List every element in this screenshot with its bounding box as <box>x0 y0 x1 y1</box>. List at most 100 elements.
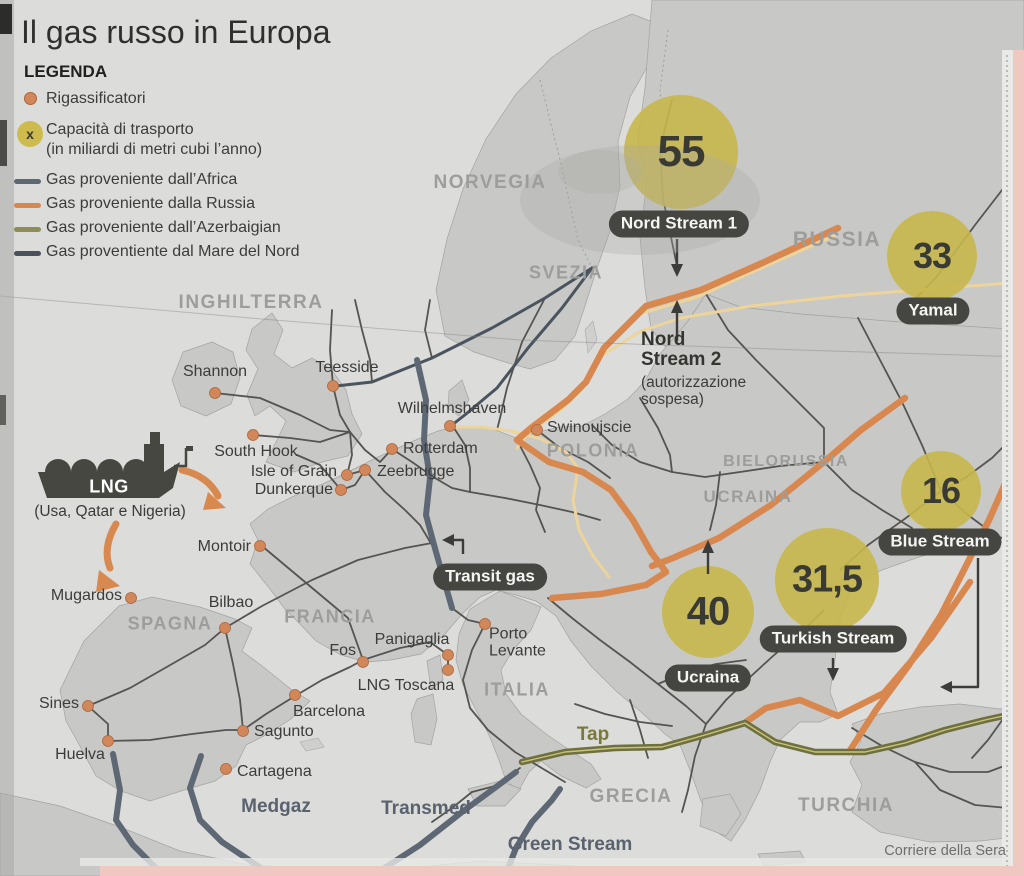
land-gotland <box>584 320 598 354</box>
terminal-label: Cartagena <box>237 763 312 780</box>
green-stream-line <box>502 786 563 876</box>
land-turkey <box>849 703 1024 843</box>
land-scandinavia <box>435 13 664 370</box>
terminal-label: Dunkerque <box>254 481 333 498</box>
pipeline-pill: Yamal <box>896 297 970 325</box>
flow-color-swatch-icon <box>14 227 41 232</box>
country-label: FRANCIA <box>284 606 376 627</box>
pale-branch-line <box>450 425 611 579</box>
pipeline-pill: Transit gas <box>433 563 547 591</box>
terminal-dot <box>102 735 114 747</box>
land-italy <box>455 590 602 791</box>
pipeline-pill: Blue Stream <box>878 528 1002 556</box>
nord-stream-2-note: (autorizzazione sospesa) <box>641 374 747 409</box>
terminal-label: Swinoujscie <box>547 419 632 436</box>
terminal-dot <box>237 725 249 737</box>
ukraine-transit-line <box>648 394 909 570</box>
capacity-circle <box>887 211 977 301</box>
terminal-label: Teesside <box>315 359 379 376</box>
pipeline-pill: Nord Stream 1 <box>608 210 750 238</box>
terminal-label: South Hook <box>214 443 298 460</box>
land-balearics <box>299 737 325 752</box>
terminal-dot <box>254 540 266 552</box>
transmed-line <box>369 769 519 876</box>
country-label: TURCHIA <box>798 795 894 816</box>
terminal-dot <box>125 592 137 604</box>
capacity-value: 31,5 <box>792 558 863 601</box>
flow-color-swatch-icon <box>14 179 41 184</box>
lng-origins-label: (Usa, Qatar e Nigeria) <box>34 503 186 520</box>
terminal-dot <box>386 443 398 455</box>
legend-flow-label: Gas proventiente dal Mare del Nord <box>46 243 300 260</box>
terminal-label: Sines <box>38 695 79 712</box>
land-uk <box>245 312 363 473</box>
pipeline-pill: Ucraina <box>664 664 752 692</box>
country-label: INGHILTERRA <box>178 292 324 313</box>
country-label: UCRAINA <box>703 487 793 506</box>
terminal-dot <box>219 622 231 634</box>
arrow-up-icon <box>671 300 683 313</box>
lng-ship-label: LNG <box>89 476 129 497</box>
terminal-dot <box>479 618 491 630</box>
capacity-circle-icon: x <box>17 121 43 147</box>
capacity-value: 16 <box>921 470 961 511</box>
terminal-label: Huelva <box>55 746 105 763</box>
medgaz-label: Medgaz <box>241 796 311 817</box>
tap-label: Tap <box>576 724 610 745</box>
terminal-label: Shannon <box>182 363 248 380</box>
country-label: RUSSIA <box>792 228 882 251</box>
land-ireland <box>171 341 241 417</box>
terminal-label: Fos <box>329 642 356 659</box>
terminal-dot <box>220 763 232 775</box>
terminal-dot <box>209 387 221 399</box>
capacity-value: 33 <box>912 235 952 276</box>
land-denmark <box>447 379 470 417</box>
capacity-circle <box>775 528 879 632</box>
arrow-left-icon <box>442 534 454 546</box>
country-label: POLONIA <box>546 440 640 461</box>
terminal-dot <box>247 429 259 441</box>
terminal-label: Rotterdam <box>403 440 478 457</box>
nord-stream-2-label: Nord Stream 2 <box>641 329 722 371</box>
turkish-stream-line <box>742 578 974 726</box>
arrow-down-icon <box>96 570 120 592</box>
lng-ship-icon <box>38 432 193 498</box>
terminal-dot <box>442 664 454 676</box>
transmed-label: Transmed <box>381 798 471 819</box>
terminal-label: Barcelona <box>292 703 366 720</box>
capacity-value: 40 <box>686 589 730 634</box>
north-sea-gas-line <box>334 266 594 388</box>
terminal-dot <box>82 700 94 712</box>
capacity-circle <box>662 566 754 658</box>
arrow-down-icon <box>671 264 683 277</box>
country-label: NORVEGIA <box>433 172 547 193</box>
capacity-circle <box>901 451 981 531</box>
country-label: GRECIA <box>589 786 673 807</box>
pipeline-pill: Turkish Stream <box>759 625 907 653</box>
central-europe-line <box>513 436 670 602</box>
legend-flow-label: Gas proveniente dall’Azerbaigian <box>46 219 281 236</box>
nord-stream-1-line <box>513 224 842 444</box>
land-iberia <box>59 596 311 802</box>
indicator-arrows <box>442 239 980 693</box>
terminal-label: Mugardos <box>50 587 122 604</box>
terminal-label: Sagunto <box>254 723 314 740</box>
border-line <box>539 79 593 269</box>
generated-map-symbols <box>82 95 981 775</box>
terminal-dot <box>335 484 347 496</box>
terminal-label: Wilhelmshaven <box>397 400 507 417</box>
arrow-down-icon <box>827 668 839 681</box>
terminal-label: LNG Toscana <box>357 677 455 694</box>
legend-capacity-line2: (in miliardi di metri cubi l’anno) <box>46 141 263 158</box>
land-corsica <box>426 654 444 690</box>
terminal-label: Montoir <box>197 538 251 555</box>
lng-flow-arrows <box>96 466 226 592</box>
regasifier-dot-icon <box>24 92 37 105</box>
terminal-dot <box>442 649 454 661</box>
terminal-dot <box>289 689 301 701</box>
arrow-left-icon <box>940 681 952 693</box>
flow-color-swatch-icon <box>14 203 41 208</box>
legend-regasifier-label: Rigassificatori <box>46 90 146 107</box>
